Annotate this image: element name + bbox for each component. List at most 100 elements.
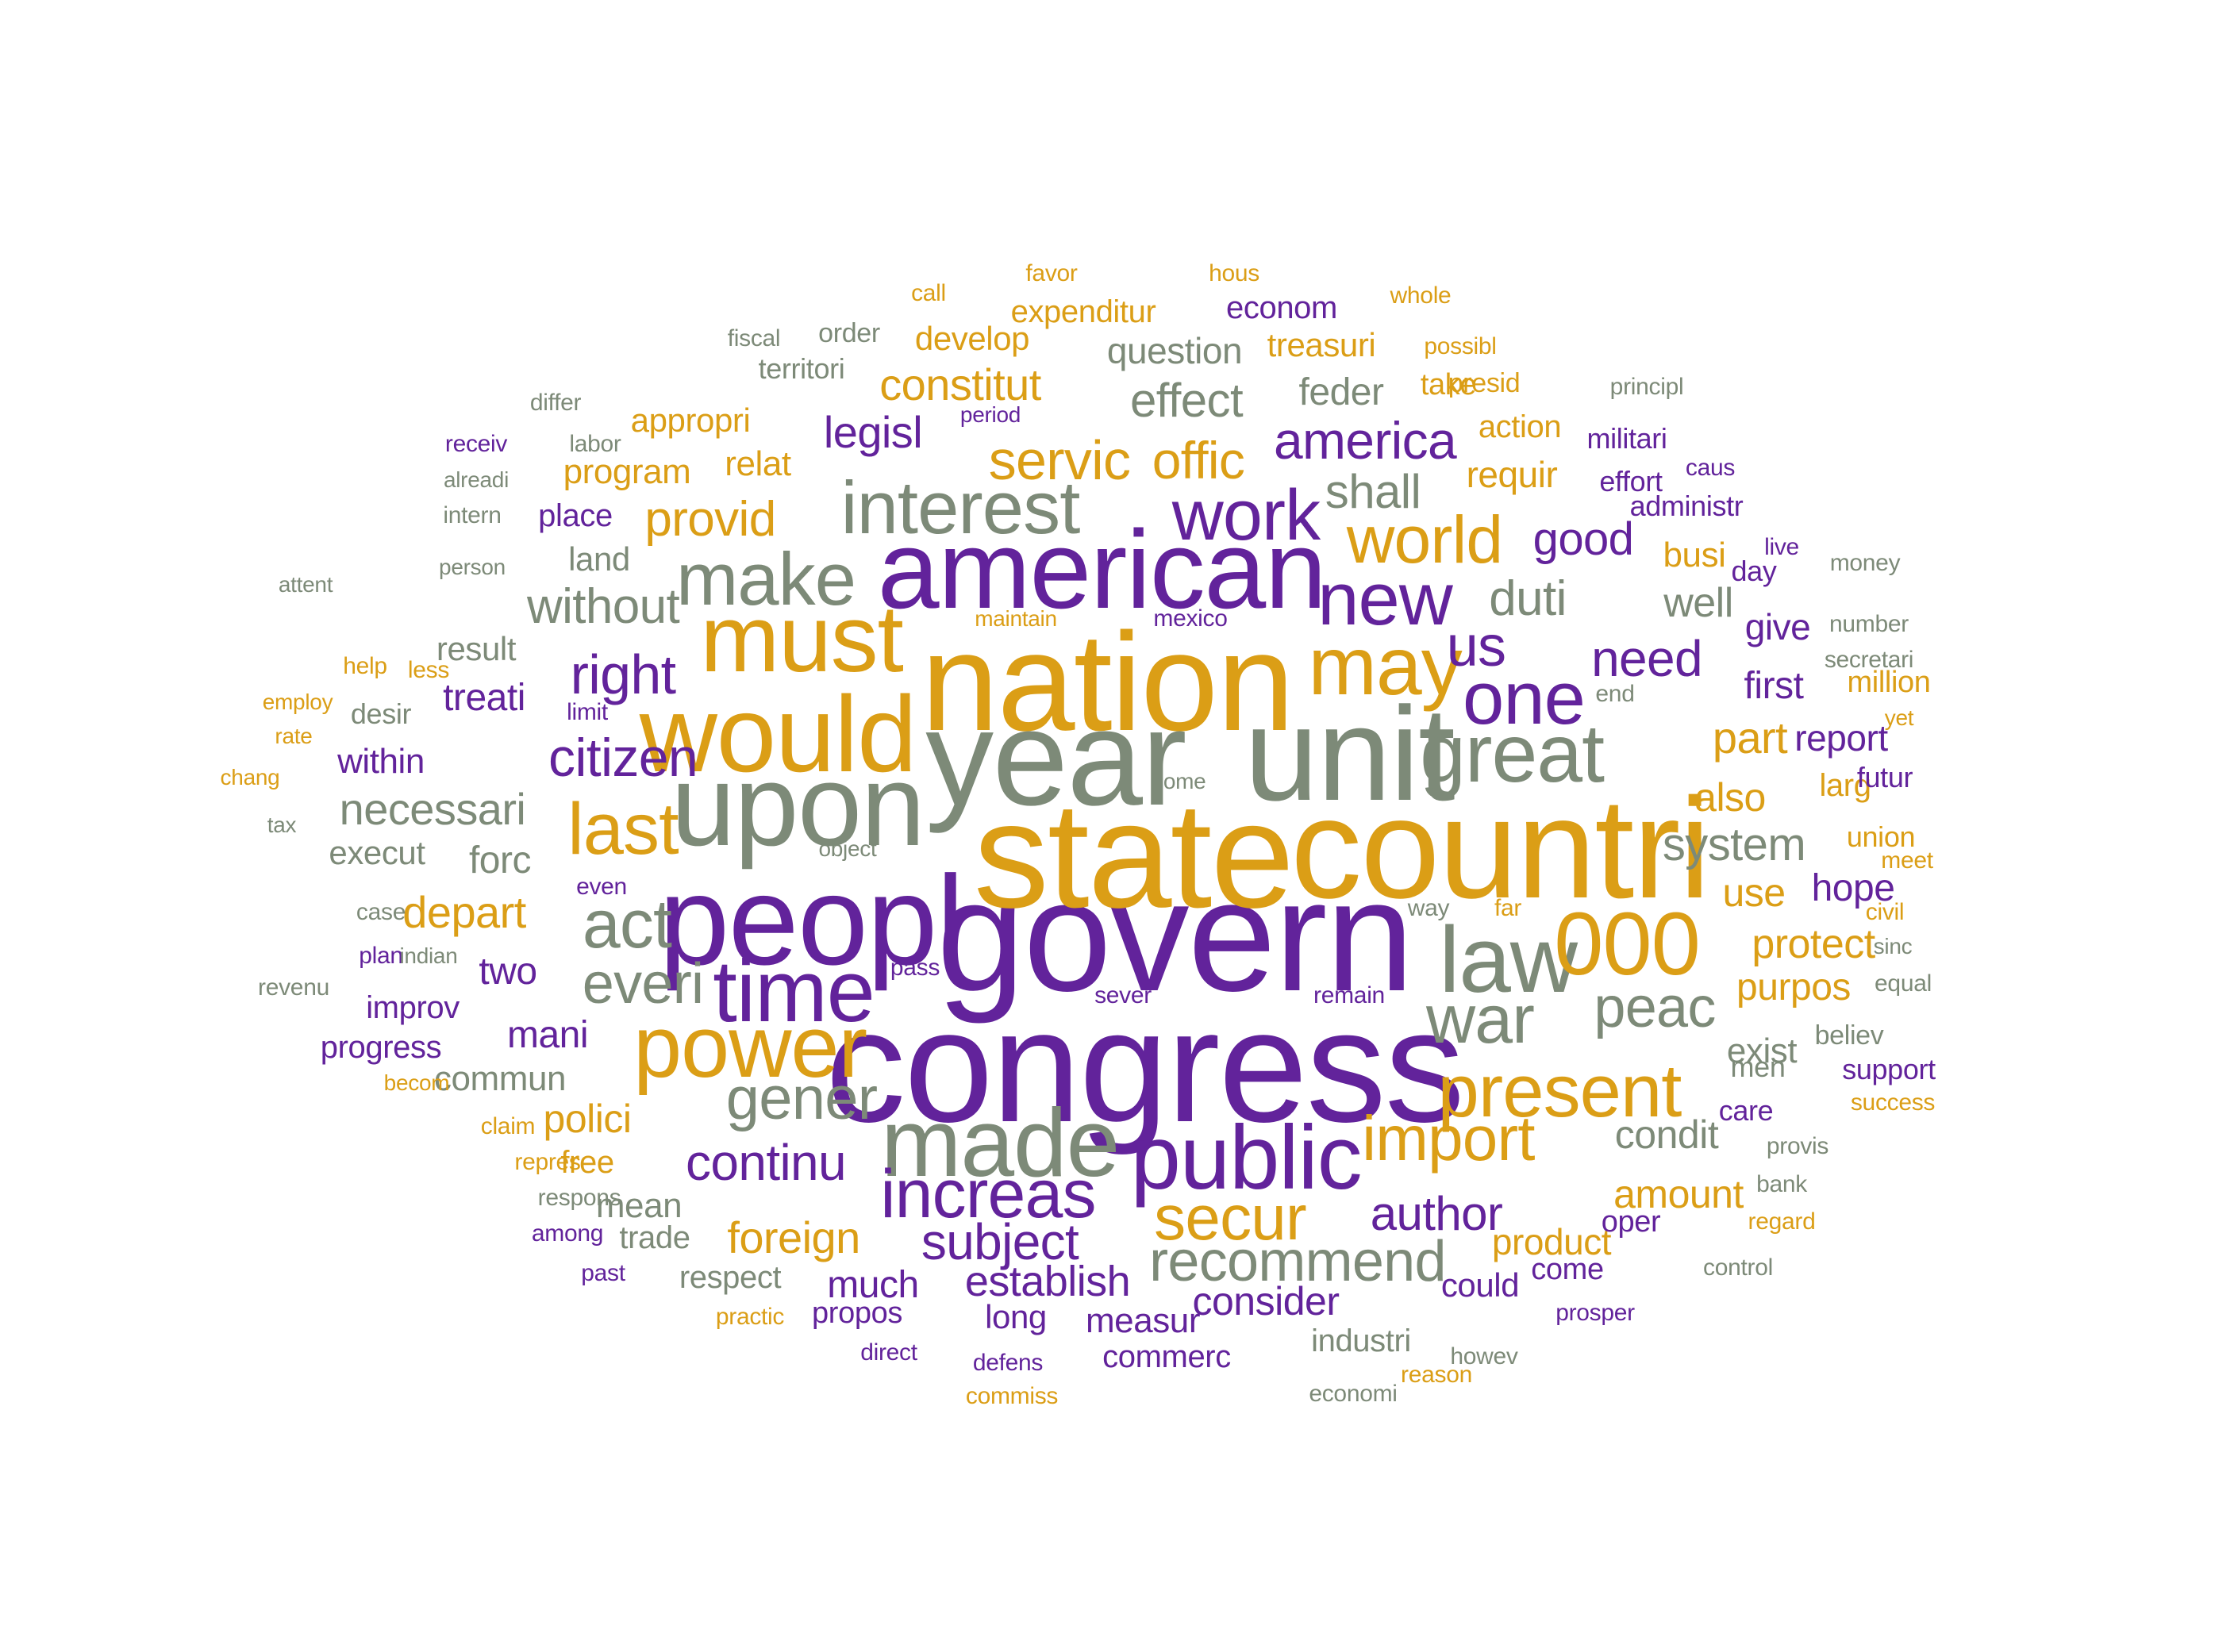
word-place: place xyxy=(538,498,613,533)
word-us: us xyxy=(1446,615,1506,678)
word-constitut: constitut xyxy=(879,359,1041,409)
word-way: way xyxy=(1407,895,1450,921)
word-sinc: sinc xyxy=(1873,934,1913,959)
word-congress: congress xyxy=(825,976,1465,1155)
word-land: land xyxy=(568,540,630,578)
word-give: give xyxy=(1744,606,1811,647)
word-howev: howev xyxy=(1450,1343,1518,1370)
word-new: new xyxy=(1317,557,1453,640)
word-use: use xyxy=(1722,870,1786,915)
word-one: one xyxy=(1462,656,1586,740)
word-progress: progress xyxy=(320,1030,442,1065)
word-direct: direct xyxy=(860,1339,917,1366)
word-system: system xyxy=(1662,819,1806,870)
word-action: action xyxy=(1478,409,1562,444)
word-amount: amount xyxy=(1613,1172,1744,1216)
word-caus: caus xyxy=(1685,455,1736,481)
word-america: america xyxy=(1273,411,1457,470)
word-take: take xyxy=(1420,368,1477,401)
word-plan: plan xyxy=(359,943,403,969)
word-made: made xyxy=(880,1089,1121,1197)
word-may: may xyxy=(1308,620,1462,713)
word-yet: yet xyxy=(1884,705,1914,730)
word-period: period xyxy=(959,402,1021,427)
word-possibl: possibl xyxy=(1424,333,1497,359)
word-public: public xyxy=(1130,1108,1362,1208)
word-product: product xyxy=(1491,1221,1612,1262)
word-principl: principl xyxy=(1609,374,1684,400)
word-question: question xyxy=(1106,330,1243,371)
word-within: within xyxy=(337,742,425,781)
word-day: day xyxy=(1731,555,1777,587)
word-prosper: prosper xyxy=(1555,1300,1635,1326)
word-well: well xyxy=(1663,580,1733,626)
word-treati: treati xyxy=(443,677,525,719)
word-offic: offic xyxy=(1152,431,1245,490)
word-secretari: secretari xyxy=(1824,647,1914,673)
word-civil: civil xyxy=(1865,899,1905,925)
word-shall: shall xyxy=(1325,465,1421,518)
word-help: help xyxy=(343,653,387,679)
word-fiscal: fiscal xyxy=(727,325,781,352)
word-polici: polici xyxy=(543,1097,632,1141)
word-employ: employ xyxy=(262,690,333,714)
word-purpos: purpos xyxy=(1736,966,1851,1008)
word-peac: peac xyxy=(1594,976,1716,1039)
word-econom: econom xyxy=(1226,290,1337,325)
word-necessari: necessari xyxy=(339,784,526,834)
word-person: person xyxy=(439,555,506,579)
word-servic: servic xyxy=(988,429,1131,491)
word-interest: interest xyxy=(840,466,1081,549)
word-relat: relat xyxy=(725,444,791,483)
word-program: program xyxy=(563,452,691,491)
word-territori: territori xyxy=(758,352,845,385)
word-oper: oper xyxy=(1601,1205,1661,1239)
word-right: right xyxy=(570,644,676,705)
word-much: much xyxy=(827,1264,919,1306)
word-respons: respons xyxy=(537,1185,621,1211)
word-meet: meet xyxy=(1881,847,1933,874)
word-object: object xyxy=(818,836,877,861)
word-000: 000 xyxy=(1554,894,1701,993)
word-act: act xyxy=(582,886,672,962)
word-practic: practic xyxy=(715,1304,785,1330)
word-hous: hous xyxy=(1209,260,1259,286)
word-make: make xyxy=(675,537,856,620)
word-administr: administr xyxy=(1629,490,1744,522)
word-presid: presid xyxy=(1448,368,1521,398)
word-believ: believ xyxy=(1814,1020,1884,1051)
word-develop: develop xyxy=(914,320,1030,357)
word-whole: whole xyxy=(1390,282,1452,309)
word-pass: pass xyxy=(890,955,940,981)
word-indian: indian xyxy=(399,943,458,968)
word-increas: increas xyxy=(880,1156,1096,1232)
word-attent: attent xyxy=(278,572,333,597)
word-repres: repres xyxy=(514,1149,581,1175)
word-less: less xyxy=(407,657,450,683)
word-continu: continu xyxy=(686,1134,847,1191)
word-desir: desir xyxy=(350,697,412,730)
word-forc: forc xyxy=(468,839,532,882)
word-favor: favor xyxy=(1025,260,1078,286)
word-also: also xyxy=(1694,775,1766,820)
word-busi: busi xyxy=(1663,536,1726,574)
word-great: great xyxy=(1420,708,1605,800)
word-becom: becom xyxy=(383,1070,450,1095)
word-support: support xyxy=(1842,1053,1936,1085)
word-war: war xyxy=(1426,982,1535,1058)
word-could: could xyxy=(1440,1266,1520,1304)
word-result: result xyxy=(436,630,517,667)
word-union: union xyxy=(1846,820,1916,853)
word-execut: execut xyxy=(329,834,425,871)
word-unit: unit xyxy=(1244,679,1455,828)
word-alreadi: alreadi xyxy=(443,467,510,492)
word-economi: economi xyxy=(1309,1381,1398,1407)
word-citizen: citizen xyxy=(548,728,698,788)
word-hope: hope xyxy=(1811,867,1895,909)
word-protect: protect xyxy=(1752,921,1875,967)
word-exist: exist xyxy=(1726,1032,1798,1070)
word-long: long xyxy=(985,1298,1047,1335)
word-men: men xyxy=(1730,1051,1786,1083)
word-rate: rate xyxy=(275,724,313,748)
